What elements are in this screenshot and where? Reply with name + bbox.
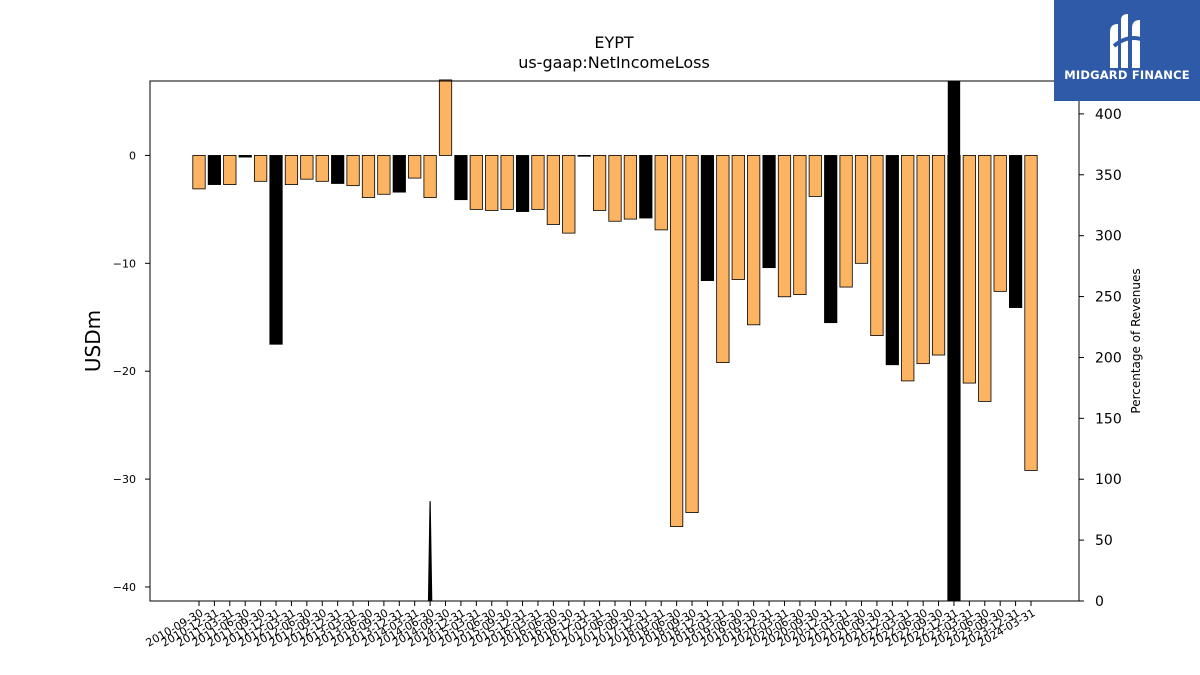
y2-ticks-layer: 0 50 100 150 200 250 300 350 400 <box>1079 107 1122 610</box>
y-axis-label: USDm <box>81 310 105 372</box>
bar-2014-03-31 <box>408 155 422 179</box>
bar-2013-12-31 <box>392 155 406 193</box>
bar-2015-03-31 <box>469 155 483 210</box>
bar-2015-09-30 <box>500 155 514 210</box>
y2-tick-label: 200 <box>1095 350 1122 366</box>
bar-2012-06-30 <box>300 155 314 180</box>
logo-mark-icon <box>1110 14 1145 68</box>
plot-frame <box>149 80 1080 602</box>
bar-2013-09-30 <box>377 155 391 195</box>
bar-2019-06-30 <box>731 155 745 280</box>
bar-2023-09-30 <box>993 155 1007 292</box>
bar-2013-06-30 <box>361 155 376 198</box>
bar-2019-09-30 <box>747 155 761 326</box>
bar-2011-03-31 <box>223 155 237 185</box>
bar-2018-09-30 <box>685 155 699 513</box>
bar-2021-12-31 <box>885 155 899 366</box>
bar-2021-09-30 <box>870 155 884 337</box>
bar-2011-06-30 <box>238 155 252 158</box>
bar-2017-09-30 <box>623 155 638 220</box>
bar-2014-09-30 <box>438 79 453 156</box>
bar-2014-12-31 <box>454 155 468 201</box>
bar-2022-03-31 <box>901 155 915 382</box>
bar-2015-06-30 <box>485 155 499 211</box>
bar-2017-12-31 <box>639 155 653 219</box>
logo-text: MIDGARD FINANCE <box>1064 68 1190 82</box>
bar-2021-03-31 <box>839 155 853 288</box>
y2-tick-label: 100 <box>1095 472 1122 488</box>
y2-tick-label: 350 <box>1095 168 1122 184</box>
bar-2020-09-30 <box>808 155 822 197</box>
bar-2017-06-30 <box>608 155 622 222</box>
bars-layer <box>192 79 1038 602</box>
bar-2020-03-31 <box>777 155 792 298</box>
bar-2010-09-30 <box>192 155 206 190</box>
bar-2016-09-30 <box>562 155 576 234</box>
bar-2019-03-31 <box>716 155 730 363</box>
bar-2018-03-31 <box>654 155 668 231</box>
bar-2012-03-31 <box>284 155 299 185</box>
y2-tick-label: 0 <box>1095 594 1104 610</box>
y-tick-label: −40 <box>113 581 136 594</box>
pct-revenue-spike <box>427 501 433 601</box>
bar-2016-12-31 <box>577 155 591 157</box>
bar-2020-06-30 <box>793 155 807 296</box>
bar-2023-06-30 <box>978 155 992 402</box>
bar-2018-12-31 <box>700 155 715 281</box>
bar-2011-09-30 <box>254 155 268 182</box>
bar-2015-12-31 <box>515 155 530 212</box>
bar-2018-06-30 <box>670 155 684 527</box>
bar-2017-03-31 <box>592 155 607 211</box>
y-tick-label: −20 <box>113 365 136 378</box>
midgard-finance-logo: MIDGARD FINANCE <box>1054 0 1200 101</box>
bar-2022-09-30 <box>931 155 946 356</box>
y-tick-label: −30 <box>113 473 136 486</box>
y2-tick-label: 300 <box>1095 229 1122 245</box>
bar-2014-06-30 <box>423 155 437 198</box>
bar-2010-12-31 <box>207 155 222 185</box>
bar-2013-03-31 <box>346 155 360 187</box>
chart-subtitle: us-gaap:NetIncomeLoss <box>518 53 710 72</box>
y2-tick-label: 250 <box>1095 290 1122 306</box>
y2-tick-label: 400 <box>1095 107 1122 123</box>
y-ticks-layer: 0 −10 −20 −30 −40 <box>113 149 150 594</box>
bar-2019-12-31 <box>762 155 776 269</box>
bar-2011-12-31 <box>269 155 283 345</box>
bar-2016-06-30 <box>546 155 560 225</box>
bar-2021-06-30 <box>854 155 869 264</box>
x-ticks-layer: 2010-09-302010-12-312011-03-312011-06-30… <box>144 601 1038 650</box>
bar-2020-12-31 <box>824 155 838 324</box>
bar-2023-03-31 <box>962 155 976 384</box>
y2-tick-label: 150 <box>1095 411 1122 427</box>
bar-2024-03-31 <box>1024 155 1038 471</box>
chart-title: EYPT <box>594 33 634 52</box>
bar-2016-03-31 <box>531 155 545 210</box>
y-tick-label: −10 <box>113 257 136 270</box>
y2-tick-label: 50 <box>1095 533 1113 549</box>
y-tick-label: 0 <box>129 149 136 162</box>
y2-axis-label: Percentage of Revenues <box>1129 268 1143 413</box>
bar-2022-06-30 <box>916 155 930 365</box>
bar-2023-12-31 <box>1008 155 1023 308</box>
bar-2012-09-30 <box>315 155 329 182</box>
pct-revenue-bar <box>947 81 961 601</box>
bar-2012-12-31 <box>331 155 345 184</box>
